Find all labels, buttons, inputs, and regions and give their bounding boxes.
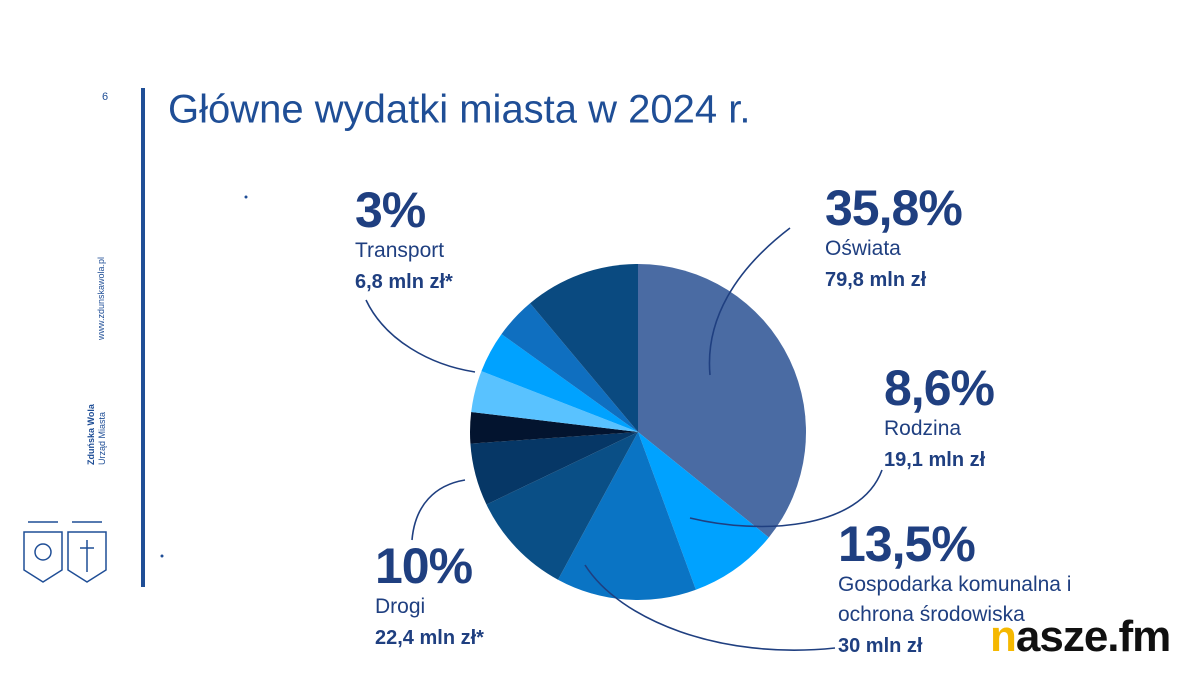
slice-label: 35,8% Oświata 79,8 mln zł [825,182,1075,296]
value-label: 10% [375,538,473,594]
value-label: 8,6% [884,360,995,416]
website: www.zdunskawola.pl [96,256,106,340]
pie-slice [530,264,638,432]
label-arrow [365,299,476,373]
slice-label: 8,6% Rodzina 19,1 mln zł [884,362,1134,476]
pie-slice [557,432,696,600]
category-label: Gospodarka komunalna i ochrona środowisk… [838,573,1072,626]
slice-label: 10% Drogi 22,4 mln zł* [375,540,625,654]
chart-title: Główne wydatki miasta w 2024 r. [168,88,750,132]
category-label: Rodzina [884,417,962,440]
amount-label: 79,8 mln zł [825,269,927,291]
category-label: Drogi [375,595,426,618]
page-number: 6 [102,91,108,103]
pie-slice [638,264,806,538]
pie-slice [481,334,638,432]
org-name: Zduńska Wola [86,404,96,465]
slice-label: 3% Transport 6,8 mln zł* [355,184,605,298]
pie-slice [638,432,769,590]
dot [244,195,248,199]
amount-label: 19,1 mln zł [884,449,986,471]
value-label: 3% [355,182,426,238]
category-label: Transport [355,239,445,262]
pie-slice [486,432,638,580]
category-label: Oświata [825,237,901,260]
watermark: nasze.fm [990,612,1171,661]
org-unit: Urząd Miasta [97,411,107,465]
amount-label: 22,4 mln zł* [375,627,484,649]
dot [160,554,164,558]
pie-slice [501,303,638,432]
logo [23,521,107,583]
label-arrow [411,479,466,541]
pie-slice [470,432,638,505]
pie-slice [470,411,638,444]
slice-label: 13,5% Gospodarka komunalna i ochrona środ… [838,518,1088,662]
value-label: 35,8% [825,180,963,236]
value-label: 13,5% [838,516,976,572]
amount-label: 6,8 mln zł* [355,271,453,293]
amount-label: 30 mln zł [838,635,923,657]
pie-slice [471,371,638,432]
label-arrow [689,469,883,528]
label-arrow [708,227,791,376]
label-arrow [584,564,836,651]
